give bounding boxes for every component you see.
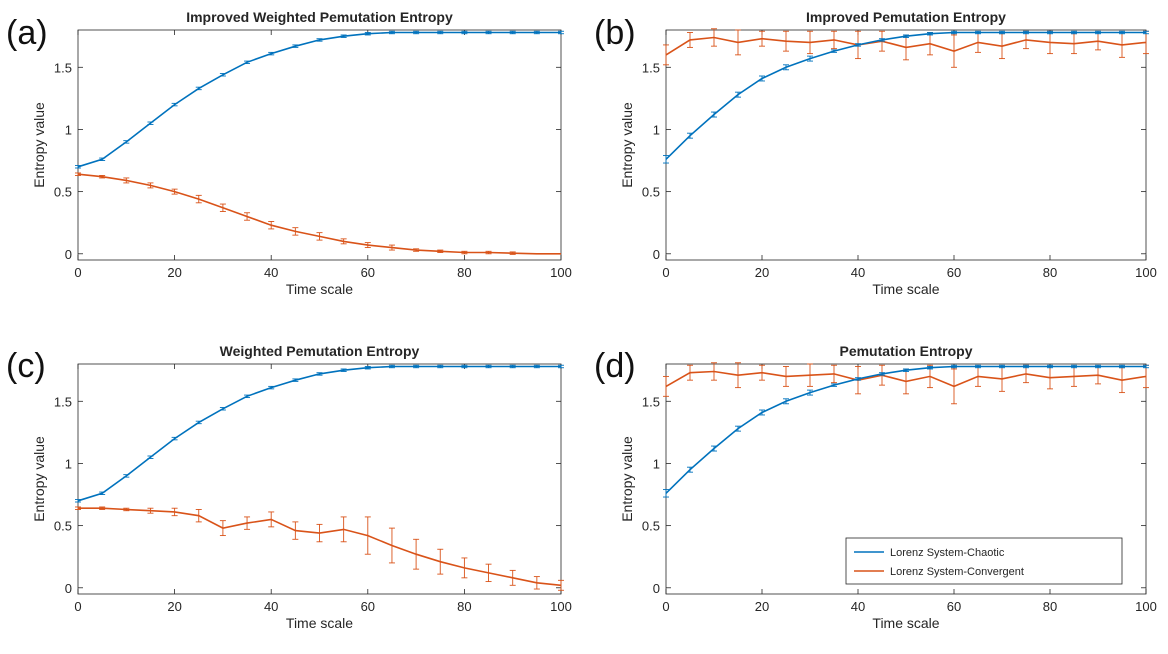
x-tick-label: 80 bbox=[1043, 599, 1057, 614]
y-axis-label: Entropy value bbox=[619, 102, 635, 188]
legend-box bbox=[845, 537, 1123, 585]
y-tick-label: 0.5 bbox=[642, 185, 660, 200]
series-line bbox=[665, 31, 1146, 160]
x-axis-label: Time scale bbox=[286, 281, 353, 297]
chart-panel-3: (c) Weighted Pemutation Entropy 0 20 40 60 80 1… bbox=[6, 343, 572, 631]
x-tick-label: 20 bbox=[167, 265, 181, 280]
x-tick-label: 20 bbox=[167, 599, 181, 614]
series-chaotic bbox=[663, 364, 1149, 498]
y-tick-label: 0.5 bbox=[642, 519, 660, 534]
y-tick-label: 1 bbox=[653, 122, 660, 137]
plot-area bbox=[665, 29, 1147, 261]
x-tick-label: 0 bbox=[662, 599, 669, 614]
y-axis-label: Entropy value bbox=[31, 102, 47, 188]
x-tick-label: 20 bbox=[755, 599, 769, 614]
legend-entry-label: Lorenz System-Convergent bbox=[890, 566, 1024, 578]
x-tick-label: 80 bbox=[457, 265, 471, 280]
series-line bbox=[77, 365, 561, 502]
y-tick-label: 1 bbox=[65, 122, 72, 137]
chart-title: Weighted Pemutation Entropy bbox=[220, 343, 420, 359]
chart-panel-1: (a) Improved Weighted Pemutation Entropy 0… bbox=[6, 9, 572, 297]
y-tick-label: 1.5 bbox=[54, 60, 72, 75]
x-tick-label: 40 bbox=[264, 599, 278, 614]
x-tick-label: 0 bbox=[74, 599, 81, 614]
panel-letter: (d) bbox=[594, 347, 636, 385]
series-line bbox=[77, 31, 561, 168]
panel-letter: (a) bbox=[6, 14, 48, 52]
series-chaotic bbox=[75, 364, 564, 503]
series-line bbox=[665, 365, 1146, 494]
series-convergent bbox=[75, 172, 561, 255]
series-line bbox=[665, 36, 1147, 56]
chart-panel-2: (b) Improved Pemutation Entropy 0 20 40 60 80 1… bbox=[594, 9, 1157, 297]
series-chaotic bbox=[663, 30, 1149, 164]
y-axis-label: Entropy value bbox=[619, 436, 635, 522]
x-tick-label: 60 bbox=[361, 265, 375, 280]
y-tick-label: 0.5 bbox=[54, 185, 72, 200]
series-line bbox=[77, 173, 561, 255]
y-tick-label: 0 bbox=[653, 247, 660, 262]
panel-letter: (b) bbox=[594, 14, 636, 52]
chart-title: Improved Weighted Pemutation Entropy bbox=[186, 9, 453, 25]
y-tick-label: 0 bbox=[65, 247, 72, 262]
x-tick-label: 100 bbox=[1135, 265, 1157, 280]
x-tick-label: 60 bbox=[361, 599, 375, 614]
series-convergent bbox=[75, 506, 564, 591]
x-axis-label: Time scale bbox=[286, 615, 353, 631]
x-tick-label: 80 bbox=[1043, 265, 1057, 280]
chart-title: Improved Pemutation Entropy bbox=[806, 9, 1006, 25]
series-chaotic bbox=[75, 30, 564, 169]
series-line bbox=[665, 370, 1147, 388]
y-axis-label: Entropy value bbox=[31, 436, 47, 522]
x-tick-label: 0 bbox=[662, 265, 669, 280]
y-tick-label: 1.5 bbox=[642, 394, 660, 409]
x-tick-label: 20 bbox=[755, 265, 769, 280]
x-tick-label: 100 bbox=[550, 265, 572, 280]
y-tick-label: 1 bbox=[653, 456, 660, 471]
x-tick-label: 40 bbox=[851, 265, 865, 280]
y-tick-label: 1 bbox=[65, 456, 72, 471]
plot-area bbox=[77, 29, 562, 261]
x-axis-label: Time scale bbox=[872, 281, 939, 297]
y-tick-label: 1.5 bbox=[642, 60, 660, 75]
y-tick-label: 1.5 bbox=[54, 394, 72, 409]
plot-area bbox=[77, 363, 562, 595]
chart-title: Pemutation Entropy bbox=[839, 343, 972, 359]
panel-letter: (c) bbox=[6, 347, 46, 385]
x-tick-label: 40 bbox=[264, 265, 278, 280]
series-convergent bbox=[663, 362, 1149, 405]
series-line bbox=[78, 507, 562, 587]
y-tick-label: 0 bbox=[65, 581, 72, 596]
chart-panel-4: (d) Pemutation Entropy 0 20 40 60 80 100 0 0.5 1 1.… bbox=[594, 343, 1157, 631]
x-tick-label: 60 bbox=[947, 265, 961, 280]
x-tick-label: 100 bbox=[550, 599, 572, 614]
x-tick-label: 80 bbox=[457, 599, 471, 614]
x-tick-label: 0 bbox=[74, 265, 81, 280]
x-axis-label: Time scale bbox=[872, 615, 939, 631]
y-tick-label: 0 bbox=[653, 581, 660, 596]
legend: Lorenz System-Chaotic Lorenz System-Conve… bbox=[845, 537, 1123, 585]
x-tick-label: 100 bbox=[1135, 599, 1157, 614]
x-tick-label: 40 bbox=[851, 599, 865, 614]
x-tick-label: 60 bbox=[947, 599, 961, 614]
legend-entry-label: Lorenz System-Chaotic bbox=[890, 547, 1005, 559]
y-tick-label: 0.5 bbox=[54, 519, 72, 534]
